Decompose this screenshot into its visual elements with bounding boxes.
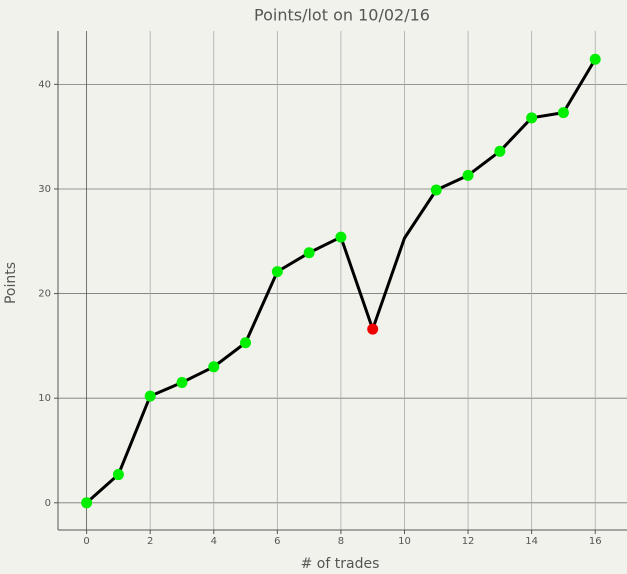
- data-point: [303, 247, 315, 259]
- data-point: [176, 376, 188, 388]
- x-tick-label: 6: [274, 536, 280, 547]
- y-tick-label: 30: [38, 184, 51, 195]
- x-tick-label: 12: [462, 536, 475, 547]
- data-point: [462, 169, 474, 181]
- x-tick-label: 2: [147, 536, 153, 547]
- x-tick-label: 4: [211, 536, 217, 547]
- data-point: [112, 469, 124, 481]
- data-point: [557, 107, 569, 119]
- data-point: [589, 53, 601, 65]
- data-point: [240, 337, 252, 349]
- y-axis-label: Points: [3, 262, 19, 304]
- x-tick-label: 0: [83, 536, 89, 547]
- chart-title: Points/lot on 10/02/16: [254, 6, 430, 25]
- y-tick-label: 20: [38, 289, 51, 300]
- data-point: [208, 361, 220, 373]
- x-tick-label: 10: [398, 536, 411, 547]
- data-point: [271, 266, 283, 278]
- x-tick-label: 16: [589, 536, 602, 547]
- y-tick-label: 0: [45, 498, 51, 509]
- data-point: [494, 145, 506, 157]
- y-tick-label: 40: [38, 79, 51, 90]
- data-point: [81, 497, 93, 509]
- data-point: [526, 112, 538, 124]
- y-tick-label: 10: [38, 393, 51, 404]
- x-tick-label: 14: [525, 536, 538, 547]
- x-tick-label: 8: [338, 536, 344, 547]
- data-point: [367, 323, 379, 335]
- data-point: [335, 231, 347, 243]
- x-axis-label: # of trades: [301, 556, 380, 572]
- data-point: [430, 184, 442, 196]
- data-point: [144, 390, 156, 402]
